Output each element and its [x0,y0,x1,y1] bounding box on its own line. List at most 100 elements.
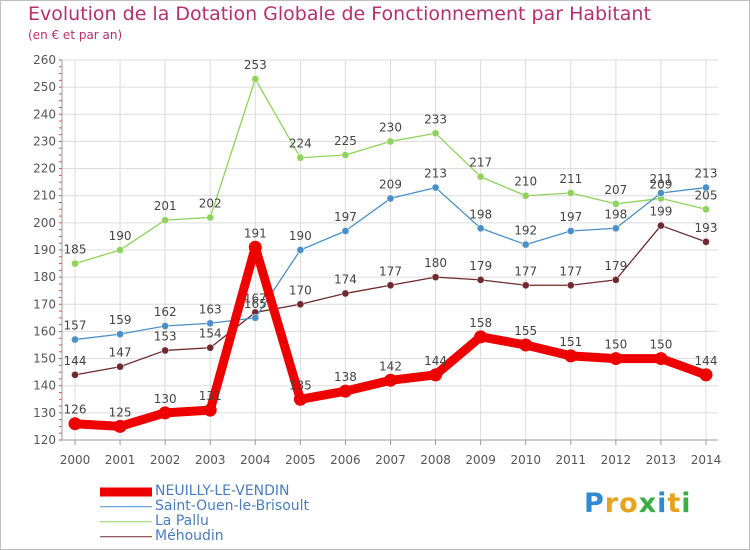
data-point [293,392,307,406]
data-point [656,221,665,230]
data-label: 131 [199,389,222,403]
data-label: 130 [154,392,177,406]
data-point [431,183,440,192]
x-tick-label: 2011 [556,453,587,467]
legend-swatch-mehoudin [100,535,152,538]
data-label: 192 [514,224,537,238]
data-label: 144 [424,354,447,368]
data-label: 144 [64,354,87,368]
data-label: 209 [649,177,672,191]
y-tick-label: 200 [33,216,56,230]
data-label: 138 [334,370,357,384]
data-label: 165 [244,297,267,311]
data-point [341,150,350,159]
data-point [476,172,485,181]
data-label: 198 [469,207,492,221]
data-point [429,368,443,382]
legend-label-la-pallu: La Pallu [155,513,209,529]
data-label: 211 [649,172,672,186]
data-label: 162 [154,305,177,319]
x-tick-label: 2000 [60,453,91,467]
x-tick-label: 2005 [285,453,316,467]
data-label: 177 [559,264,582,278]
data-label: 199 [649,205,672,219]
data-label: 179 [469,259,492,273]
data-label: 253 [244,58,267,72]
proxiti-logo: Proxiti [584,488,692,519]
chart-title: Evolution de la Dotation Globale de Fonc… [28,3,651,25]
data-point [386,281,395,290]
data-point [296,153,305,162]
data-point [386,194,395,203]
data-point [206,213,215,222]
data-point [611,199,620,208]
data-label: 197 [559,210,582,224]
data-label: 213 [424,167,447,181]
x-tick-label: 2001 [105,453,136,467]
data-point [341,289,350,298]
data-point [476,224,485,233]
data-point [251,313,260,322]
data-label: 163 [199,302,222,316]
y-tick-label: 230 [33,134,56,148]
y-tick-label: 220 [33,162,56,176]
data-point [206,319,215,328]
data-label: 125 [109,405,132,419]
data-point [521,240,530,249]
x-tick-label: 2008 [420,453,451,467]
data-label: 177 [514,264,537,278]
data-label: 142 [379,359,402,373]
y-tick-label: 240 [33,107,56,121]
data-label: 126 [64,403,87,417]
data-point [702,183,711,192]
data-point [71,335,80,344]
data-label: 190 [109,229,132,243]
data-point [654,352,668,366]
legend-label-mehoudin: Méhoudin [155,528,224,544]
data-label: 213 [695,167,718,181]
data-label: 185 [64,243,87,257]
y-tick-label: 130 [33,406,56,420]
data-label: 211 [559,172,582,186]
y-tick-label: 210 [33,189,56,203]
data-point [248,240,262,254]
data-point [519,338,533,352]
line-chart: 120 130 140 150 160 170 180 190 200 210 220 230 240 2… [33,53,721,467]
legend-label-neuilly: NEUILLY-LE-VENDIN [155,483,290,499]
data-label: 174 [334,272,357,286]
data-point [161,321,170,330]
data-point [521,281,530,290]
y-tick-label: 150 [33,352,56,366]
data-label: 150 [649,338,672,352]
data-label: 217 [469,156,492,170]
data-point [296,245,305,254]
data-point [699,368,713,382]
data-point [161,346,170,355]
data-label: 190 [289,229,312,243]
data-label: 202 [199,196,222,210]
data-label: 193 [695,221,718,235]
data-label: 167 [244,291,267,305]
legend-swatch-saint-ouen [100,505,152,508]
data-point [161,216,170,225]
data-point [431,273,440,282]
x-tick-label: 2006 [330,453,361,467]
data-point [609,352,623,366]
data-label: 197 [334,210,357,224]
y-tick-label: 250 [33,80,56,94]
data-point [566,226,575,235]
data-label: 135 [289,378,312,392]
y-tick-label: 160 [33,324,56,338]
data-label: 147 [109,346,132,360]
data-point [474,330,488,344]
legend-swatch-neuilly [100,487,152,496]
x-tick-label: 2012 [601,453,632,467]
data-point [611,275,620,284]
data-label: 153 [154,329,177,343]
data-label: 198 [604,207,627,221]
data-label: 180 [424,256,447,270]
data-label: 151 [559,335,582,349]
data-label: 209 [379,177,402,191]
y-tick-label: 180 [33,270,56,284]
x-tick-label: 2013 [646,453,677,467]
